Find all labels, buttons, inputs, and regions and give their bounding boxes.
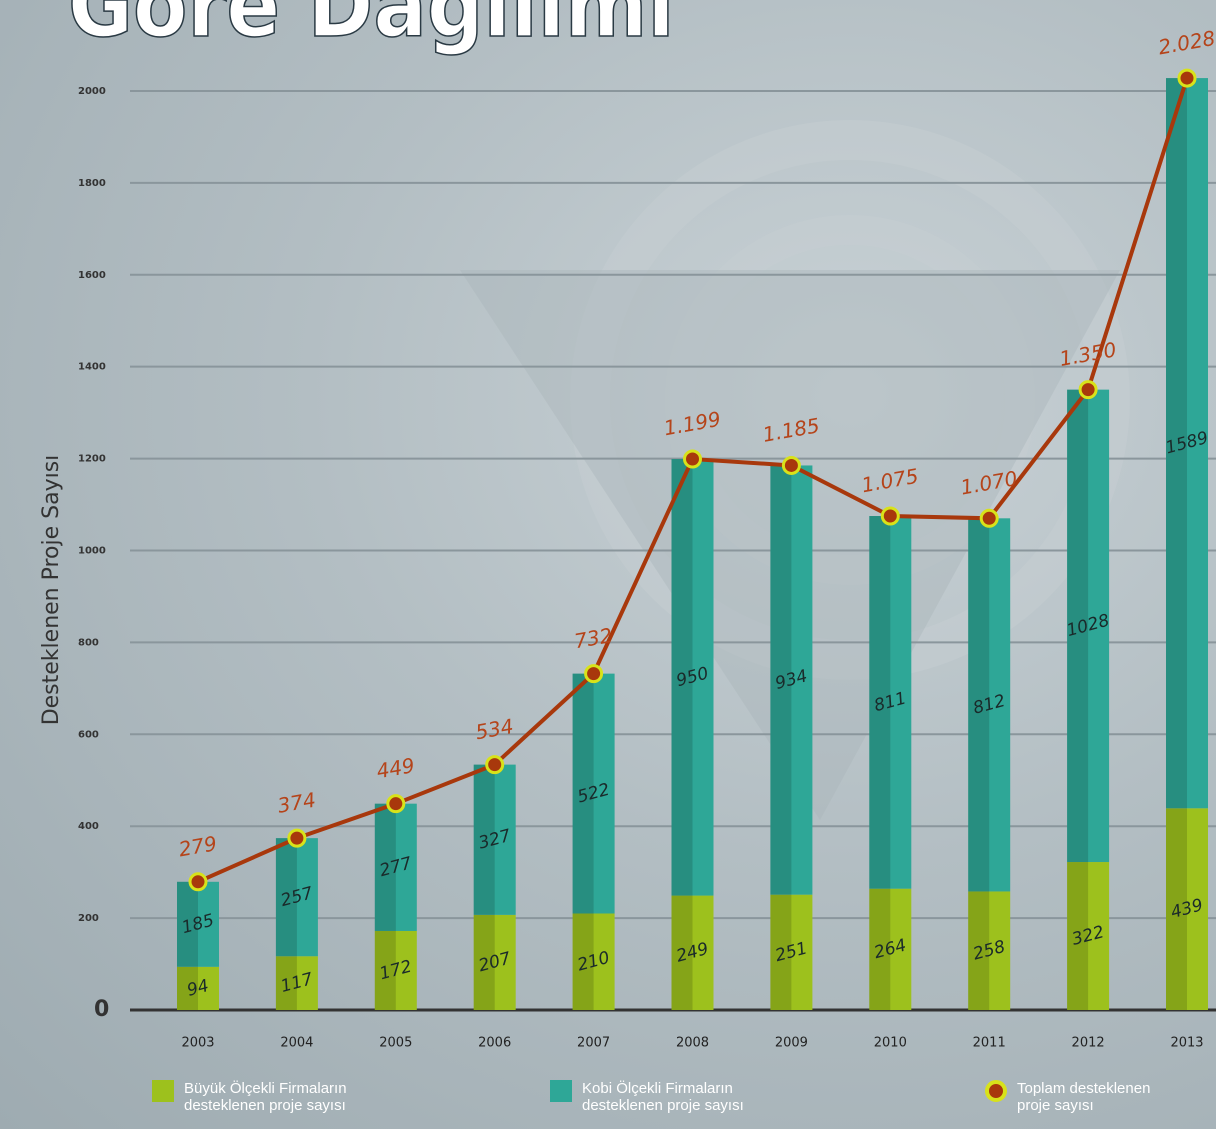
total-label: 449 <box>375 753 417 783</box>
y-tick-label: 1200 <box>78 454 106 465</box>
bar-shade <box>1166 808 1187 1010</box>
bar-shade <box>770 894 792 1010</box>
legend-item: Toplam desteklenen proje sayısı <box>985 1080 1216 1114</box>
total-label: 534 <box>474 714 516 744</box>
bar-segment <box>572 673 615 914</box>
bar-segment <box>1166 78 1208 809</box>
bar-shade <box>473 764 495 915</box>
x-tick-label: 2004 <box>280 1036 313 1051</box>
bar-segment <box>671 895 714 1010</box>
bar-shade <box>473 914 495 1010</box>
total-label: 279 <box>177 831 219 861</box>
bar-segment <box>869 888 912 1010</box>
x-tick-label: 2012 <box>1072 1036 1105 1051</box>
bar-shade <box>1166 78 1187 809</box>
y-tick-label: 1800 <box>78 178 106 189</box>
bar-segment <box>275 956 318 1010</box>
watermark <box>570 120 1130 680</box>
chart-title: Göre Dağılımı <box>68 0 674 57</box>
bar-segment <box>968 518 1011 892</box>
legend-label: Kobi Ölçekli Firmaların desteklenen proj… <box>582 1080 744 1114</box>
bar-shade <box>374 930 396 1010</box>
bar-segment <box>177 881 219 967</box>
total-point <box>386 794 406 814</box>
x-tick-label: 2005 <box>379 1036 412 1051</box>
bar-segment <box>473 914 516 1010</box>
bar-shade <box>671 895 693 1010</box>
total-point <box>781 455 801 475</box>
total-label: 732 <box>572 623 614 653</box>
bar-segment <box>275 838 318 957</box>
x-tick-label: 2007 <box>577 1036 610 1051</box>
legend-label: Büyük Ölçekli Firmaların desteklenen pro… <box>184 1080 347 1114</box>
bar-shade <box>374 803 396 931</box>
y-axis-label: Desteklenen Proje Sayısı <box>39 455 64 726</box>
y-tick-label: 600 <box>78 729 99 740</box>
bar-segment <box>1166 808 1208 1010</box>
x-tick-label: 2008 <box>676 1036 709 1051</box>
legend-swatch <box>152 1080 174 1102</box>
bar-shade <box>1067 389 1089 863</box>
total-point <box>1177 68 1197 88</box>
legend-label: Toplam desteklenen proje sayısı <box>1017 1080 1151 1114</box>
x-tick-label: 2010 <box>874 1036 907 1051</box>
x-tick-label: 2011 <box>973 1036 1006 1051</box>
x-tick-label: 2003 <box>181 1036 214 1051</box>
x-tick-label: 2006 <box>478 1036 511 1051</box>
bar-segment <box>1067 389 1110 863</box>
bar-shade <box>275 838 297 957</box>
total-label: 374 <box>276 788 318 818</box>
bar-shade <box>968 518 990 892</box>
bar-segment <box>770 894 813 1010</box>
bar-shade <box>869 888 891 1010</box>
watermark <box>665 215 1035 585</box>
legend-swatch <box>550 1080 572 1102</box>
y-tick-label: 0 <box>94 997 109 1022</box>
bar-shade <box>177 881 198 967</box>
legend-item: Kobi Ölçekli Firmaların desteklenen proj… <box>550 1080 790 1114</box>
bar-segment <box>374 803 417 931</box>
y-tick-label: 800 <box>78 637 99 648</box>
x-tick-label: 2009 <box>775 1036 808 1051</box>
bar-shade <box>572 673 594 914</box>
y-tick-label: 200 <box>78 913 99 924</box>
bar-shade <box>177 966 198 1010</box>
x-tick-label: 2013 <box>1170 1036 1203 1051</box>
bar-shade <box>275 956 297 1010</box>
legend-swatch <box>985 1080 1007 1102</box>
y-tick-label: 1400 <box>78 362 106 373</box>
bar-segment <box>374 930 417 1010</box>
bar-shade <box>1067 862 1089 1010</box>
y-tick-label: 1600 <box>78 270 106 281</box>
bar-segment <box>671 459 714 896</box>
bar-segment <box>1067 862 1110 1010</box>
y-tick-label: 1000 <box>78 545 106 556</box>
bar-segment <box>473 764 516 915</box>
total-point <box>880 506 900 526</box>
y-tick-label: 2000 <box>78 86 106 97</box>
total-point <box>188 872 208 892</box>
bar-shade <box>869 516 891 889</box>
bar-segment <box>572 913 615 1010</box>
y-tick-label: 400 <box>78 821 99 832</box>
total-point <box>584 664 604 684</box>
bar-shade <box>572 913 594 1010</box>
bar-segment <box>968 891 1011 1010</box>
bar-shade <box>671 459 693 896</box>
total-point <box>287 828 307 848</box>
bar-shade <box>968 891 990 1010</box>
bar-segment <box>869 516 912 889</box>
total-point <box>485 755 505 775</box>
bar-shade <box>770 465 792 895</box>
legend-item: Büyük Ölçekli Firmaların desteklenen pro… <box>152 1080 392 1114</box>
total-point <box>1078 380 1098 400</box>
total-point <box>979 508 999 528</box>
bar-segment <box>770 465 813 895</box>
total-point <box>683 449 702 469</box>
bar-segment <box>177 966 219 1010</box>
total-label: 2.028 <box>1156 26 1216 60</box>
